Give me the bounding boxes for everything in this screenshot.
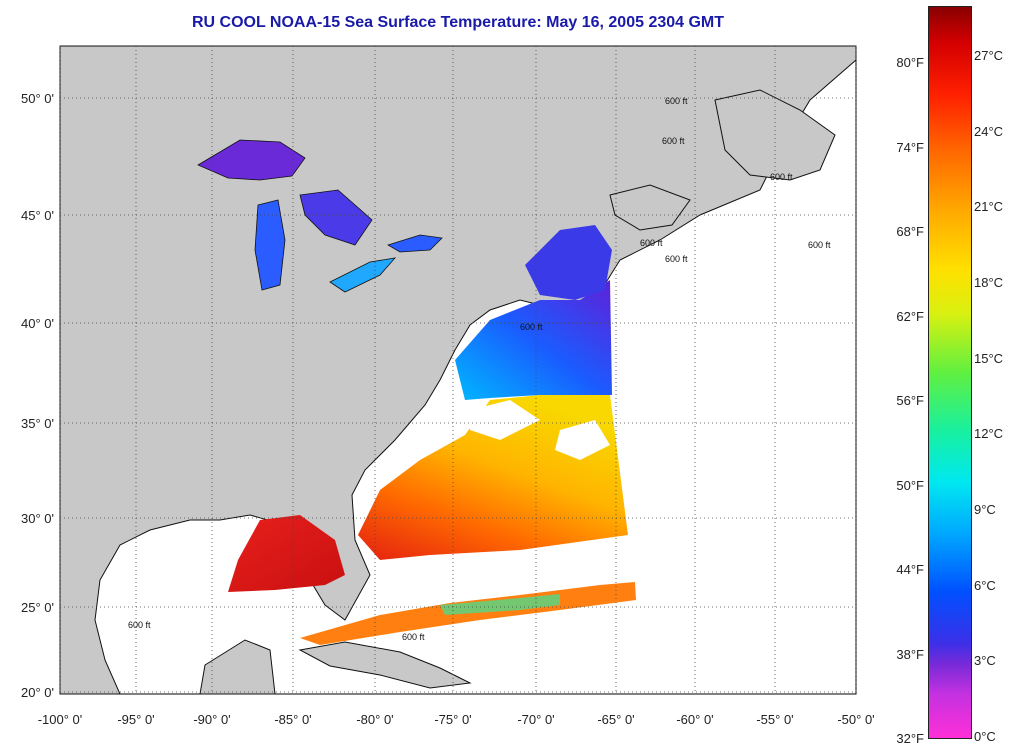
mid-atlantic-sst	[455, 280, 612, 400]
contour-label: 600 ft	[665, 254, 688, 264]
colorbar-celsius-label: 9°C	[974, 502, 996, 517]
longitude-label: -85° 0'	[274, 712, 311, 727]
colorbar-celsius-label: 15°C	[974, 350, 1004, 366]
cuba-land	[298, 641, 472, 689]
latitude-label: 20° 0'	[21, 685, 54, 700]
contour-label: 600 ft	[520, 322, 543, 332]
map-title: RU COOL NOAA-15 Sea Surface Temperature:…	[191, 14, 725, 31]
colorbar-fahrenheit-label: 74°F	[896, 139, 924, 155]
colorbar-fahrenheit-label: 62°F	[896, 308, 924, 324]
colorbar-fahrenheit-label: 38°F	[896, 646, 924, 662]
lake-erie	[329, 257, 397, 293]
longitude-label: -90° 0'	[193, 712, 230, 727]
colorbar-celsius-label: 24°C	[974, 123, 1004, 139]
longitude-label: -50° 0'	[837, 712, 874, 727]
map-axes: 50° 0' 45° 0' 40° 0' 35° 0' 30° 0' 25° 0' 20° …	[21, 91, 875, 727]
colorbar-celsius-label: 12°C	[974, 426, 1004, 442]
contour-label: 600 ft	[770, 172, 793, 182]
longitude-label: -60° 0'	[676, 712, 713, 727]
colorbar-celsius-label: 21°C	[974, 199, 1004, 215]
contour-label: 600 ft	[662, 136, 685, 146]
colorbar-fahrenheit-label: 68°F	[896, 224, 924, 239]
lake-superior	[197, 139, 306, 181]
longitude-label: -65° 0'	[597, 712, 634, 727]
latitude-label: 25° 0'	[21, 600, 54, 615]
colorbar-celsius-label: 3°C	[974, 653, 996, 669]
colorbar-fahrenheit-label: 56°F	[896, 393, 924, 408]
lake-michigan	[254, 199, 286, 291]
colorbar-celsius-label: 0°C	[974, 729, 996, 744]
latitude-label: 45° 0'	[21, 208, 54, 223]
cloud-cover-patch-1	[470, 400, 540, 440]
longitude-label: -70° 0'	[517, 712, 554, 727]
latitude-label: 50° 0'	[21, 91, 54, 106]
gulf-of-mexico-sst	[228, 515, 345, 592]
contour-label: 600 ft	[402, 632, 425, 642]
colorbar-celsius-label: 6°C	[974, 577, 996, 593]
latitude-label: 30° 0'	[21, 511, 54, 526]
longitude-label: -100° 0'	[38, 712, 83, 727]
contour-label: 600 ft	[640, 238, 663, 248]
colorbar-celsius-label: 27°C	[974, 48, 1004, 63]
yucatan-land	[199, 639, 276, 695]
longitude-label: -80° 0'	[356, 712, 393, 727]
contour-label: 600 ft	[808, 240, 831, 250]
nova-scotia-land	[609, 184, 691, 231]
latitude-label: 40° 0'	[21, 316, 54, 331]
longitude-label: -55° 0'	[756, 712, 793, 727]
colorbar-fahrenheit-label: 50°F	[896, 477, 924, 493]
colorbar-celsius-label: 18°C	[974, 275, 1004, 290]
contour-label: 600 ft	[665, 96, 688, 106]
lake-ontario	[387, 234, 443, 253]
colorbar-fahrenheit-label: 44°F	[896, 562, 924, 577]
caribbean-sst-strip-green	[440, 594, 560, 615]
longitude-label: -75° 0'	[434, 712, 471, 727]
longitude-label: -95° 0'	[117, 712, 154, 727]
temperature-colorbar	[928, 6, 972, 739]
gulf-of-maine-sst	[525, 225, 612, 300]
latitude-label: 35° 0'	[21, 416, 54, 431]
contour-label: 600 ft	[128, 620, 151, 630]
lat-lon-grid	[59, 46, 857, 694]
cloud-cover-patch-2	[555, 420, 610, 460]
colorbar-fahrenheit-label: 80°F	[896, 55, 924, 70]
colorbar-fahrenheit-label: 32°F	[896, 731, 924, 746]
